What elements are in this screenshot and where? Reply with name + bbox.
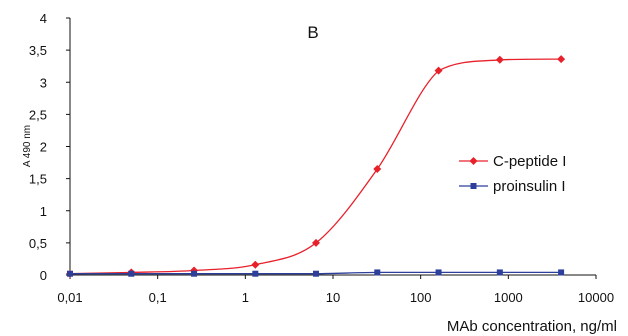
series-c-peptide [66,55,566,278]
x-tick-label: 100 [410,290,432,305]
y-tick-label: 1,5 [29,172,47,187]
data-point-diamond [557,55,566,64]
legend-label-proinsulin: proinsulin I [493,178,566,195]
data-point-diamond [373,164,382,173]
data-point-square [496,269,503,276]
x-tick-label: 0,1 [149,290,167,305]
series-layer [66,55,566,278]
x-tick-label: 10000 [578,290,614,305]
legend-item-proinsulin: proinsulin I [459,178,566,195]
legend-item-c-peptide: C-peptide I [459,153,566,170]
data-point-square [191,270,198,277]
y-axis-label: A 490 nm [22,125,33,167]
data-point-diamond [495,55,504,64]
y-tick-label: 2 [40,140,47,155]
x-tick-label: 1000 [494,290,523,305]
data-point-diamond [251,260,260,269]
data-point-square [128,270,135,277]
data-point-square [435,269,442,276]
y-tick-label: 2,5 [29,107,47,122]
data-point-square [313,270,320,277]
x-axis-label: MAb concentration, ng/ml [447,318,617,335]
series-proinsulin [67,269,565,277]
x-tick-label: 1 [242,290,249,305]
y-tick-label: 4 [40,11,47,26]
data-point-diamond [434,66,443,75]
y-tick-label: 0 [40,268,47,283]
x-tick-label: 10 [326,290,340,305]
data-point-square [558,269,565,276]
legend-label-c-peptide: C-peptide I [493,153,566,170]
y-tick-label: 3 [40,75,47,90]
series-line [69,58,562,275]
data-point-diamond [312,238,321,247]
y-tick-label: 0,5 [29,236,47,251]
x-tick-label: 0,01 [57,290,82,305]
x-ticks: 0,01 0,1 1 10 100 1000 10000 [57,275,614,305]
legend-square-marker [470,183,477,189]
data-point-square [252,270,259,277]
legend-diamond-marker [469,157,478,165]
data-point-square [374,269,381,276]
y-tick-label: 1 [40,204,47,219]
data-point-square [67,270,73,277]
chart-title: B [307,23,318,42]
y-ticks: 0 0,5 1 1,5 2 2,5 3 3,5 4 [29,11,70,283]
legend: C-peptide I proinsulin I [459,153,566,195]
y-tick-label: 3,5 [29,43,47,58]
